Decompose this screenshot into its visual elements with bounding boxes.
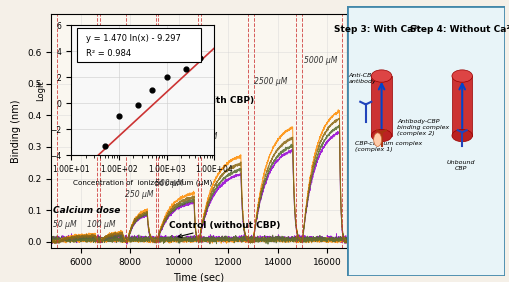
Text: 100 μM: 100 μM [88, 220, 116, 229]
Point [162, 75, 171, 80]
Bar [371, 76, 391, 136]
FancyBboxPatch shape [346, 6, 504, 276]
Y-axis label: Logit: Logit [36, 80, 45, 101]
Point [100, 144, 108, 148]
Text: 2500 μM: 2500 μM [254, 77, 287, 86]
X-axis label: Time (sec): Time (sec) [173, 272, 224, 282]
Ellipse shape [371, 70, 391, 82]
Text: 250 μM: 250 μM [125, 190, 154, 199]
X-axis label: Concentration of  ionized calcium (μM): Concentration of ionized calcium (μM) [73, 179, 212, 186]
Text: y = 1.470 ln(x) - 9.297: y = 1.470 ln(x) - 9.297 [86, 34, 180, 43]
Circle shape [373, 133, 381, 146]
Text: R² = 0.984: R² = 0.984 [86, 49, 130, 58]
Text: Step 3: With Ca²⁺: Step 3: With Ca²⁺ [334, 25, 421, 34]
Text: Step 4: Without Ca²⁺: Step 4: Without Ca²⁺ [409, 25, 509, 34]
Text: 1000 μM: 1000 μM [184, 132, 217, 141]
Text: Step 4: Step 4 [167, 50, 203, 60]
Text: R² = 0.984: R² = 0.984 [82, 51, 128, 60]
Text: Analyte (with CBP): Analyte (with CBP) [158, 96, 254, 155]
Text: 5000 μM: 5000 μM [303, 56, 336, 65]
Text: Antibody-CBP
binding complex
(complex 2): Antibody-CBP binding complex (complex 2) [397, 119, 449, 136]
Point [195, 56, 204, 60]
Text: 50 μM: 50 μM [52, 220, 76, 229]
Text: Control (without CBP): Control (without CBP) [169, 221, 280, 238]
Text: y = 1.470 ln(x) - 9.297: y = 1.470 ln(x) - 9.297 [82, 36, 177, 45]
FancyBboxPatch shape [77, 28, 201, 62]
Ellipse shape [451, 70, 471, 82]
Text: 500 μM: 500 μM [154, 179, 183, 188]
Text: Calcium dose: Calcium dose [52, 206, 120, 215]
Text: Step 3: Step 3 [156, 50, 191, 60]
Ellipse shape [451, 129, 471, 142]
Text: Unbound
CBP: Unbound CBP [445, 160, 474, 171]
Point [133, 102, 142, 107]
Ellipse shape [371, 129, 391, 142]
Y-axis label: Binding (nm): Binding (nm) [11, 99, 21, 163]
Text: CBP-calcium complex
(complex 1): CBP-calcium complex (complex 1) [354, 141, 421, 152]
Text: Anti-CBP
antibody: Anti-CBP antibody [348, 73, 376, 84]
Point [181, 67, 189, 72]
Point [148, 88, 156, 92]
Bar [451, 76, 471, 136]
Point [115, 114, 123, 118]
